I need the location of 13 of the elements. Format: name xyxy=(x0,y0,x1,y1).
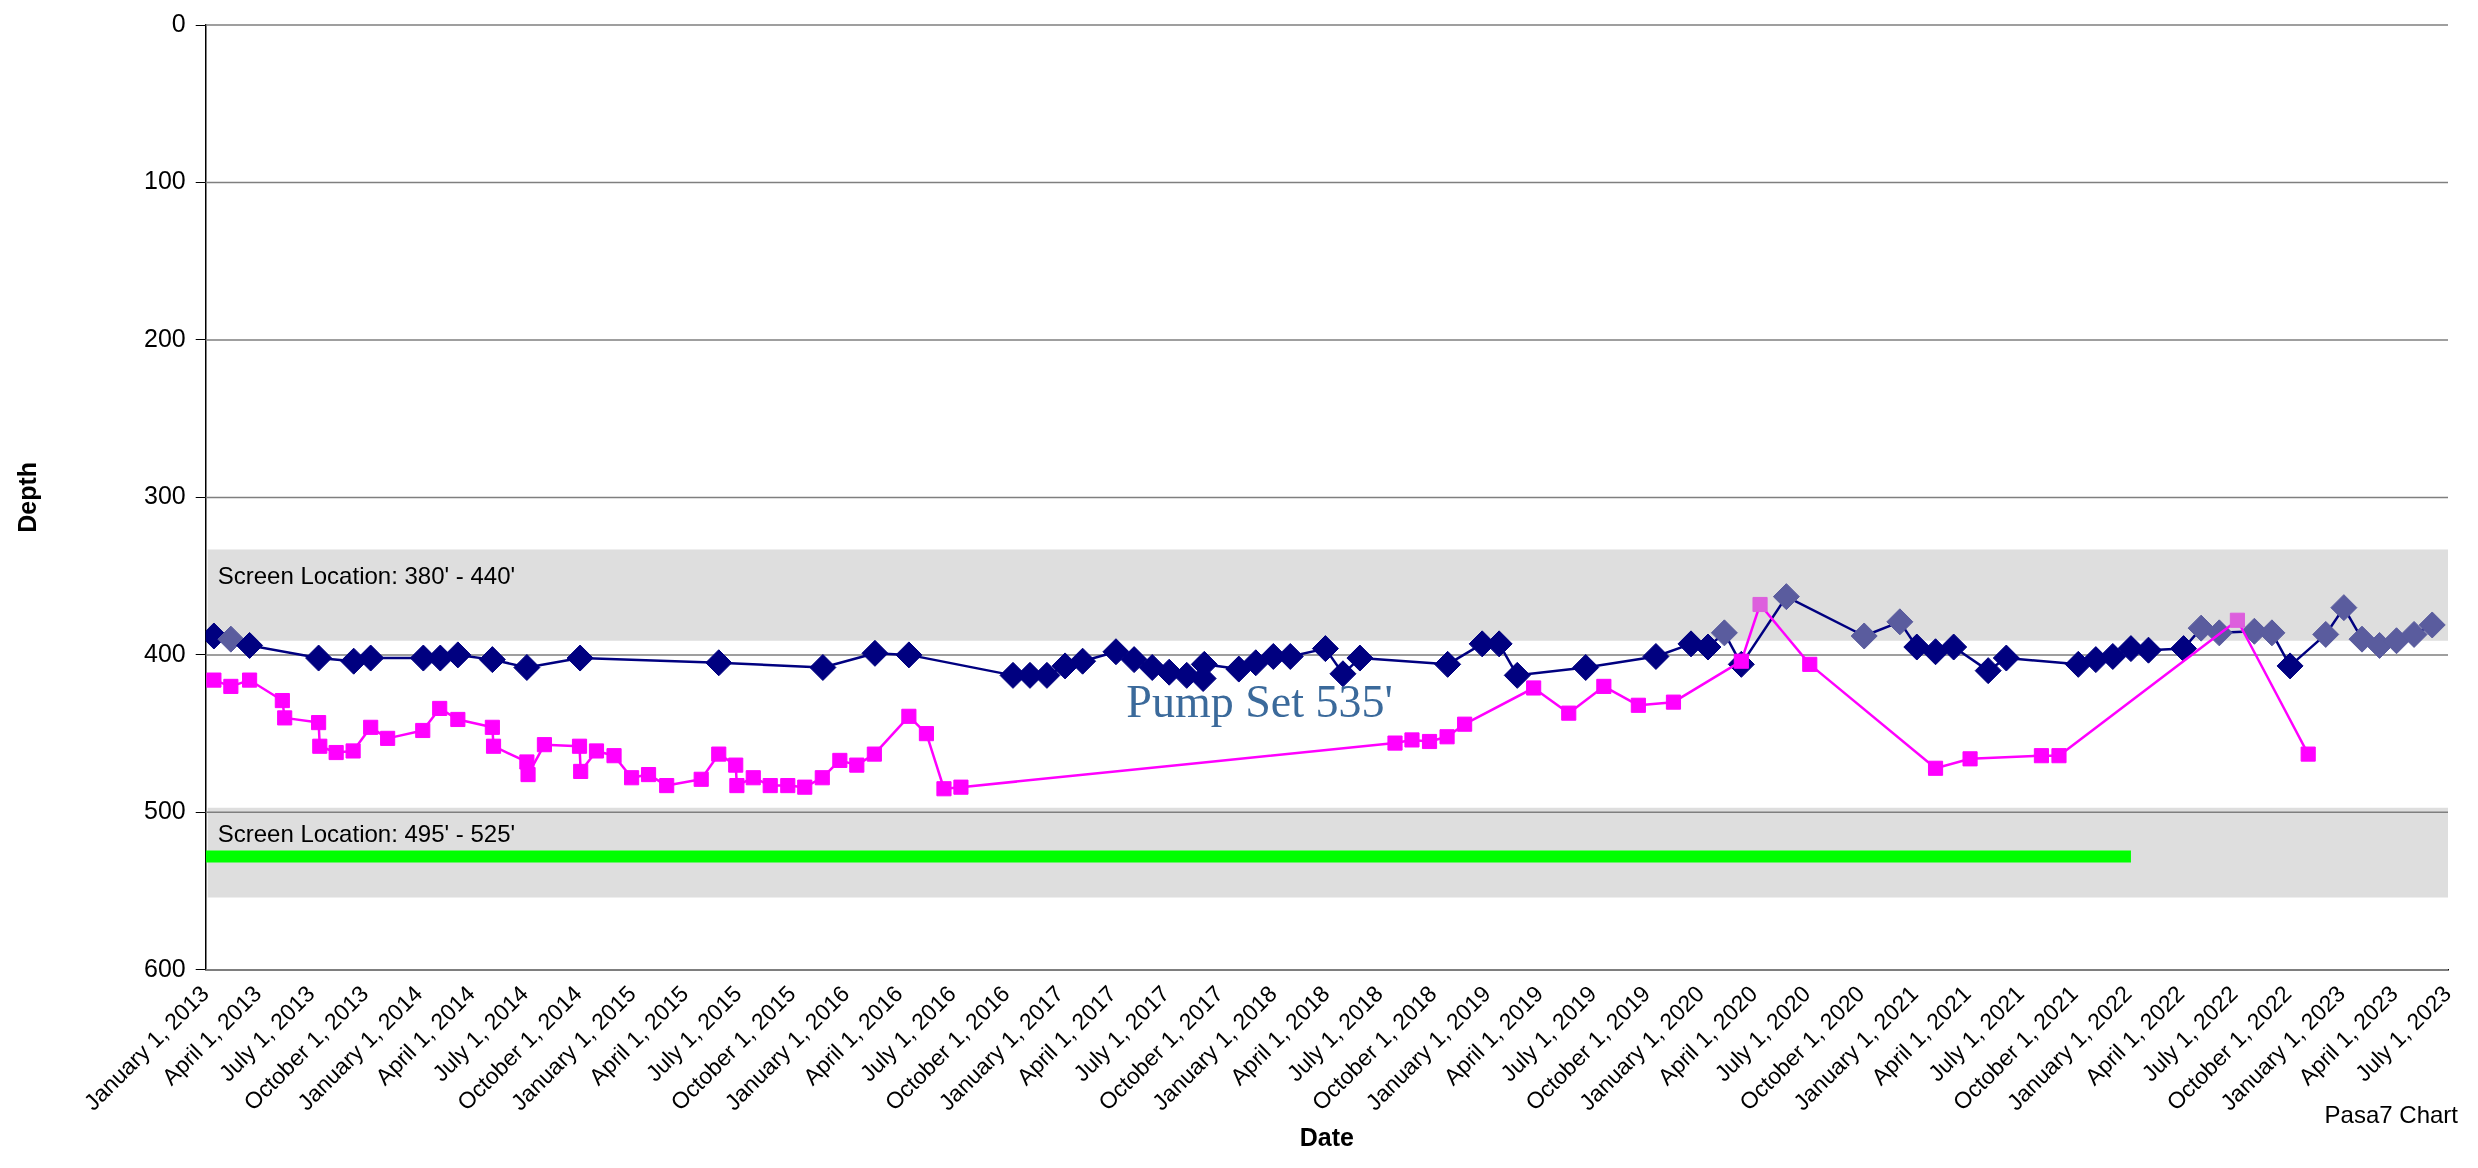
y-tick-label: 100 xyxy=(143,166,186,195)
annotation: Pump Set 535' xyxy=(1126,676,1393,728)
y-axis-title: Depth xyxy=(12,462,41,533)
y-tick-label: 500 xyxy=(143,796,186,825)
y-tick-label: 600 xyxy=(143,953,186,982)
y-tick-label: 200 xyxy=(143,323,186,352)
text: Pasa7 Chart xyxy=(2324,1100,2459,1128)
band-label: Screen Location: 495' - 525' xyxy=(217,820,516,848)
y-tick-label: 300 xyxy=(143,481,186,510)
y-tick-label: 400 xyxy=(143,638,186,667)
band-label: Screen Location: 380' - 440' xyxy=(217,562,516,590)
x-axis-title: Date xyxy=(1299,1122,1355,1151)
y-tick-label: 0 xyxy=(171,8,186,37)
